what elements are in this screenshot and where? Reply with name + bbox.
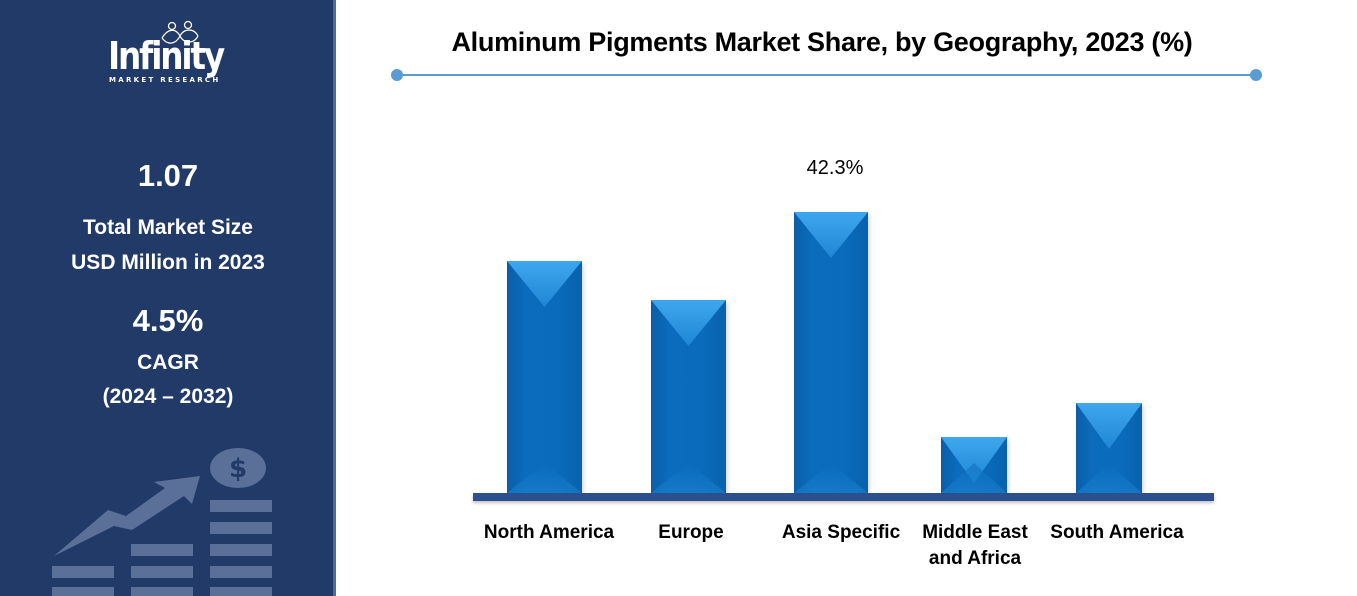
chart-title: Aluminum Pigments Market Share, by Geogr…	[451, 27, 1193, 57]
category-label-north-america: North America	[483, 522, 615, 543]
category-label-middle-east-africa: Middle East and Africa	[922, 522, 1028, 569]
category-label-asia-specific: Asia Specific	[781, 522, 901, 543]
bar-asia-specific	[794, 212, 868, 493]
x-axis-baseline	[473, 493, 1214, 501]
summary-sidebar: Infinity MARKET RESEARCH 1.07 Total Mark…	[0, 0, 336, 596]
bar-south-america	[1076, 403, 1142, 493]
brand-name: Infinity	[108, 34, 225, 78]
infinity-people-icon	[161, 20, 199, 44]
category-label-south-america: South America	[1050, 522, 1184, 543]
cagr-label: CAGR (2024 – 2032)	[0, 347, 333, 415]
brand-tagline: MARKET RESEARCH	[109, 76, 221, 84]
market-size-value: 1.07	[137, 158, 199, 193]
market-size-label-line2: USD Million in 2023	[71, 251, 265, 274]
bar-north-america	[507, 261, 582, 493]
svg-text:$: $	[229, 454, 247, 484]
cagr-value: 4.5%	[132, 303, 204, 338]
title-divider	[396, 74, 1258, 76]
data-label-asia-specific: 42.3%	[806, 157, 864, 179]
growth-chart-dollar-icon: $	[52, 448, 272, 596]
title-divider-dot-left	[391, 69, 403, 81]
market-size-label-line1: Total Market Size	[83, 216, 253, 239]
market-size-label: Total Market Size USD Million in 2023	[0, 210, 333, 280]
title-divider-dot-right	[1250, 69, 1262, 81]
cagr-label-line1: CAGR	[137, 351, 199, 374]
category-label-europe: Europe	[658, 522, 724, 543]
cagr-label-line2: (2024 – 2032)	[102, 385, 234, 408]
bar-europe	[651, 300, 726, 493]
bar-middle-east-africa	[941, 437, 1007, 493]
brand-logo: Infinity MARKET RESEARCH	[0, 18, 333, 88]
